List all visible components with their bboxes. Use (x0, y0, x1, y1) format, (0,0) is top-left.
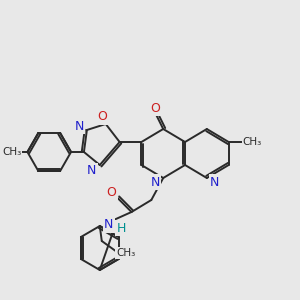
Text: CH₃: CH₃ (116, 248, 135, 258)
Text: H: H (117, 221, 126, 235)
Text: O: O (150, 101, 160, 115)
Text: O: O (107, 185, 117, 199)
Text: N: N (151, 176, 160, 188)
Text: N: N (74, 119, 84, 133)
Text: N: N (87, 164, 97, 178)
Text: O: O (97, 110, 107, 124)
Text: CH₃: CH₃ (2, 147, 21, 157)
Text: CH₃: CH₃ (243, 137, 262, 147)
Text: N: N (210, 176, 219, 188)
Text: N: N (104, 218, 113, 232)
